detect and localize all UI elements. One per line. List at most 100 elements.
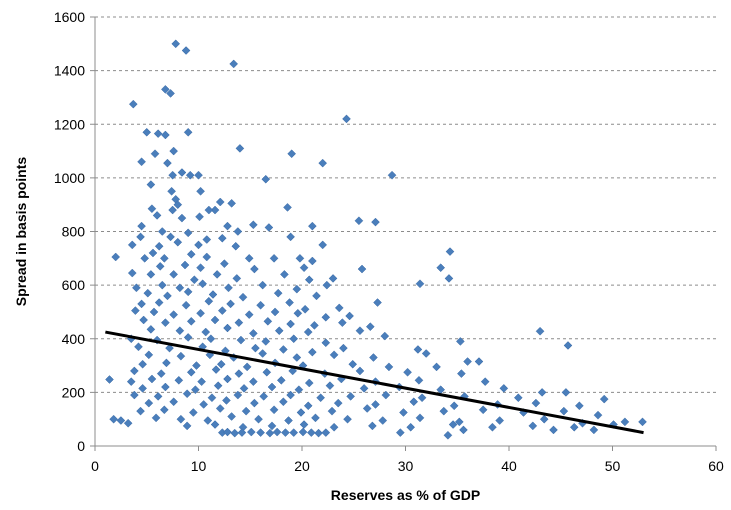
data-point: [488, 422, 497, 432]
data-point: [176, 351, 186, 361]
data-point: [292, 284, 302, 294]
data-point: [223, 374, 232, 384]
data-point: [254, 414, 263, 424]
data-point: [284, 416, 293, 425]
data-point: [165, 343, 174, 353]
data-point: [148, 248, 158, 258]
trendline-group: [105, 330, 644, 435]
data-point: [559, 406, 569, 416]
data-point: [241, 406, 251, 416]
data-point: [109, 414, 118, 424]
data-point: [415, 413, 425, 423]
data-point: [154, 298, 164, 307]
data-point: [166, 89, 175, 98]
data-point: [261, 174, 271, 184]
data-point: [156, 369, 166, 378]
data-point: [259, 392, 269, 401]
data-point: [186, 367, 196, 377]
x-tick-label: 20: [294, 458, 310, 474]
data-point: [234, 318, 244, 328]
data-point: [380, 331, 390, 341]
gridlines: [95, 16, 716, 393]
data-point: [203, 416, 213, 425]
data-point: [537, 388, 547, 397]
data-point: [231, 241, 241, 251]
data-point: [186, 249, 196, 259]
data-point: [212, 270, 222, 279]
data-point: [563, 341, 573, 350]
data-point: [269, 253, 279, 263]
data-point: [528, 421, 538, 431]
data-point: [456, 337, 465, 346]
data-point: [354, 216, 364, 226]
x-tick-label: 30: [398, 458, 414, 474]
data-point: [417, 393, 427, 403]
data-point: [183, 127, 193, 137]
data-point: [531, 398, 541, 408]
data-point: [286, 319, 295, 329]
data-point: [210, 420, 220, 429]
data-point: [258, 349, 268, 358]
data-point: [403, 367, 412, 377]
data-point: [395, 428, 405, 437]
data-point: [316, 393, 325, 403]
data-point: [207, 393, 217, 403]
data-point: [213, 381, 223, 391]
data-point: [495, 416, 505, 425]
data-point: [293, 308, 303, 318]
y-tick-label: 1600: [54, 9, 85, 25]
data-point: [152, 211, 162, 220]
data-point: [181, 300, 191, 310]
data-point: [421, 349, 431, 358]
data-point: [318, 240, 328, 250]
data-point: [206, 334, 216, 344]
data-point: [357, 264, 367, 274]
data-point: [167, 186, 176, 196]
trendline: [105, 330, 644, 435]
data-point: [569, 422, 579, 432]
data-point: [369, 353, 378, 362]
data-point: [183, 228, 193, 238]
data-point: [175, 326, 185, 336]
data-point: [325, 381, 335, 391]
data-point: [215, 404, 225, 413]
data-point: [306, 428, 316, 437]
data-point: [295, 253, 305, 263]
y-tick-label: 1200: [54, 116, 85, 132]
data-point: [304, 378, 314, 388]
data-point: [236, 335, 246, 345]
data-point: [513, 393, 523, 403]
data-point: [153, 129, 163, 138]
data-point: [233, 227, 243, 236]
data-point: [321, 338, 331, 348]
data-point: [161, 130, 170, 140]
data-point: [269, 405, 279, 415]
data-point: [334, 303, 344, 313]
data-point: [289, 334, 299, 344]
data-point: [283, 203, 292, 212]
data-point: [345, 311, 354, 321]
y-tick-label: 1400: [54, 63, 85, 79]
data-point: [226, 299, 235, 309]
data-point: [348, 359, 358, 369]
data-point: [223, 323, 232, 333]
data-point: [575, 401, 584, 411]
data-point: [237, 428, 247, 437]
data-point: [129, 366, 139, 376]
data-point: [147, 204, 157, 214]
data-point: [474, 357, 484, 366]
data-point: [329, 422, 339, 432]
y-tick-label: 0: [77, 438, 85, 454]
data-point: [307, 256, 317, 266]
data-point: [201, 327, 211, 337]
data-point: [387, 170, 397, 180]
data-point: [244, 310, 254, 319]
data-point: [197, 377, 206, 387]
data-point: [123, 418, 133, 428]
axes: [90, 16, 717, 451]
data-point: [216, 359, 226, 369]
data-point: [166, 232, 175, 242]
data-point: [459, 425, 468, 435]
data-point: [250, 398, 259, 408]
data-point: [244, 253, 254, 263]
